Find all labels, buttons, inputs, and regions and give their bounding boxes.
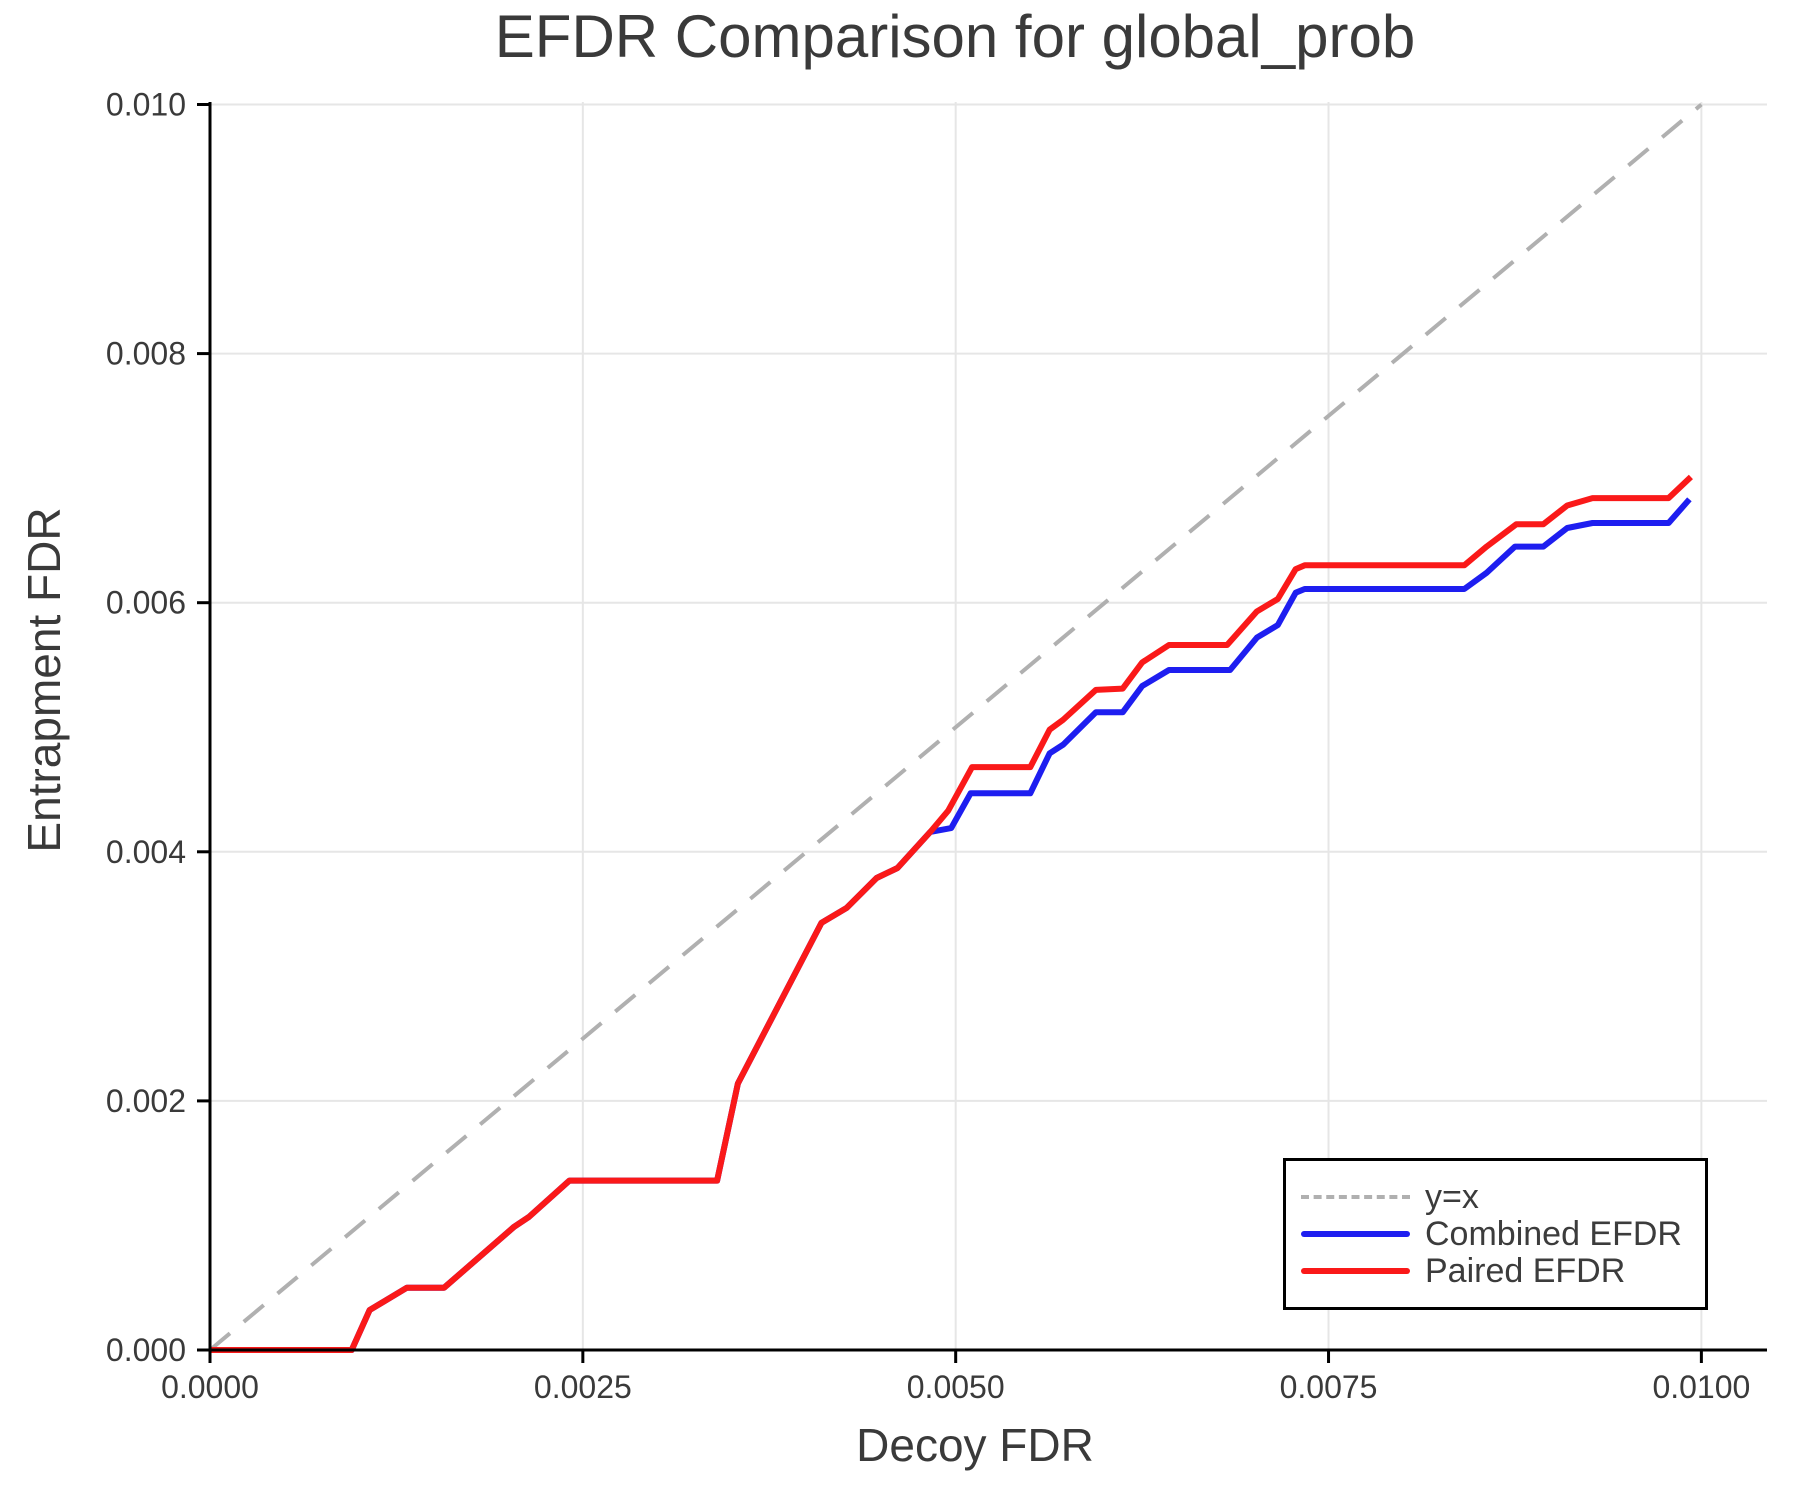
series-line-0 — [208, 102, 1703, 1352]
legend-label-paired: Paired EFDR — [1425, 1252, 1626, 1290]
dashed-line-sample — [1301, 1195, 1410, 1199]
y-tick-label: 0.006 — [106, 585, 186, 621]
legend-row-combined: Combined EFDR — [1301, 1216, 1705, 1253]
chart-title: EFDR Comparison for global_prob — [494, 3, 1416, 70]
y-tick-label: 0.004 — [106, 834, 186, 870]
y-tick-label: 0.002 — [106, 1083, 186, 1119]
x-tick-label: 0.0025 — [534, 1369, 632, 1405]
legend: y=x Combined EFDR Paired EFDR — [1283, 1158, 1708, 1310]
y-tick-label: 0.008 — [106, 336, 186, 372]
y-tick-label: 0.000 — [106, 1332, 186, 1368]
y-tick-label: 0.010 — [106, 86, 186, 122]
blue-line-sample — [1301, 1231, 1410, 1237]
x-axis-label: Decoy FDR — [856, 1419, 1094, 1471]
series-line-2 — [210, 474, 1693, 1353]
legend-row-yx: y=x — [1301, 1179, 1705, 1216]
legend-label-combined: Combined EFDR — [1425, 1215, 1682, 1253]
x-tick-label: 0.0075 — [1280, 1369, 1378, 1405]
legend-row-paired: Paired EFDR — [1301, 1253, 1705, 1290]
y-axis-label: Entrapment FDR — [18, 507, 70, 853]
legend-label-yx: y=x — [1425, 1178, 1479, 1216]
red-line-sample — [1301, 1268, 1410, 1274]
x-tick-label: 0.0100 — [1652, 1369, 1750, 1405]
x-tick-label: 0.0050 — [907, 1369, 1005, 1405]
x-tick-label: 0.0000 — [161, 1369, 259, 1405]
